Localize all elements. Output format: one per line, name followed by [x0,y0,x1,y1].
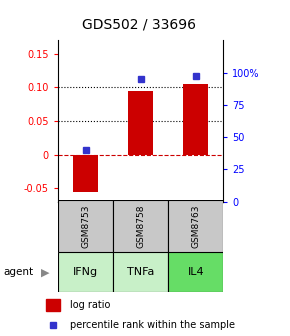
Text: log ratio: log ratio [70,300,110,310]
Text: percentile rank within the sample: percentile rank within the sample [70,320,235,330]
Text: GSM8763: GSM8763 [191,204,200,248]
Bar [113,200,168,252]
Bar [46,299,61,311]
Bar [113,252,168,292]
Text: ▶: ▶ [41,267,49,277]
Bar [58,200,113,252]
Text: agent: agent [3,267,33,277]
Text: GSM8753: GSM8753 [81,204,90,248]
Bar [58,252,113,292]
Bar [183,84,208,155]
Text: TNFa: TNFa [127,267,154,277]
Bar [73,155,98,192]
Bar [168,252,223,292]
Text: IL4: IL4 [187,267,204,277]
Bar [168,200,223,252]
Text: IFNg: IFNg [73,267,98,277]
Text: GSM8758: GSM8758 [136,204,145,248]
Text: GDS502 / 33696: GDS502 / 33696 [82,18,196,32]
Bar [128,91,153,155]
